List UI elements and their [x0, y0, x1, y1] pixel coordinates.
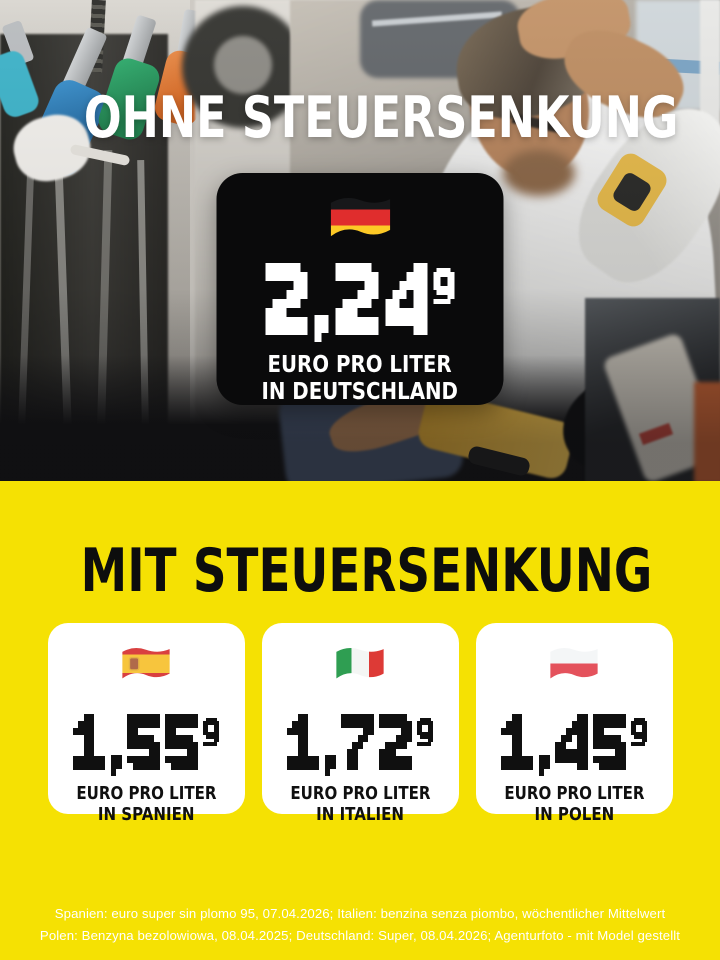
unit-line2: IN POLEN	[534, 805, 614, 826]
italy-flag-icon	[334, 644, 386, 683]
price-digits	[286, 714, 413, 776]
flag-container	[48, 644, 245, 702]
price-superscript	[433, 267, 455, 304]
germany-price-card: EURO PRO LITER IN DEUTSCHLAND	[216, 173, 504, 406]
price-poland	[476, 706, 673, 776]
man-beard	[503, 150, 575, 196]
unit-label: EURO PRO LITER IN POLEN	[476, 784, 673, 827]
flag-wrap	[548, 644, 600, 673]
gas-station-photo	[0, 0, 720, 482]
poland-price-card: EURO PRO LITER IN POLEN	[475, 623, 673, 825]
unit-line2: IN SPANIEN	[97, 805, 195, 826]
footnote-line2: Polen: Benzyna bezolowiowa, 08.04.2025; …	[39, 928, 681, 943]
spain-flag-icon	[120, 644, 172, 683]
unit-label: EURO PRO LITER IN ITALIEN	[262, 784, 459, 827]
italy-price-card: EURO PRO LITER IN ITALIEN	[261, 623, 459, 825]
spain-emblem	[130, 658, 138, 669]
footnote: Spanien: euro super sin plomo 95, 07.04.…	[0, 903, 720, 947]
price-spain	[48, 706, 245, 776]
germany-flag-icon	[328, 193, 393, 242]
price-italy	[262, 706, 459, 776]
price-digits	[500, 714, 627, 776]
headline-text: OHNE STEUERSENKUNG	[83, 85, 679, 151]
unit-line1: EURO PRO LITER	[75, 783, 217, 804]
flag-container	[476, 644, 673, 702]
footnote-line1: Spanien: euro super sin plomo 95, 07.04.…	[54, 906, 666, 921]
country-cards-row: EURO PRO LITER IN SPANIEN EURO PRO LITER…	[0, 623, 720, 825]
price-germany	[217, 257, 504, 343]
unit-label: EURO PRO LITER IN DEUTSCHLAND	[217, 352, 504, 406]
price-superscript	[203, 717, 220, 746]
headline-text: MIT STEUERSENKUNG	[80, 536, 653, 606]
headline-mit-steuersenkung: MIT STEUERSENKUNG	[0, 539, 720, 603]
wheel-rim	[214, 36, 272, 94]
price-digits	[265, 263, 428, 343]
flag-wrap	[120, 644, 172, 673]
flag-wrap	[328, 193, 393, 238]
unit-label: EURO PRO LITER IN SPANIEN	[48, 784, 245, 827]
orange-object	[694, 382, 720, 482]
poland-flag-icon	[548, 644, 600, 683]
unit-line1: EURO PRO LITER	[503, 783, 645, 804]
headline-ohne-steuersenkung: OHNE STEUERSENKUNG	[0, 88, 720, 148]
price-superscript	[417, 717, 434, 746]
unit-line2: IN DEUTSCHLAND	[261, 379, 459, 406]
price-superscript	[631, 717, 648, 746]
unit-line1: EURO PRO LITER	[267, 352, 453, 379]
spain-price-card: EURO PRO LITER IN SPANIEN	[47, 623, 245, 825]
unit-line1: EURO PRO LITER	[289, 783, 431, 804]
flag-container	[217, 193, 504, 251]
flag-wrap	[334, 644, 386, 673]
flag-container	[262, 644, 459, 702]
unit-line2: IN ITALIEN	[316, 805, 404, 826]
price-digits	[72, 714, 199, 776]
